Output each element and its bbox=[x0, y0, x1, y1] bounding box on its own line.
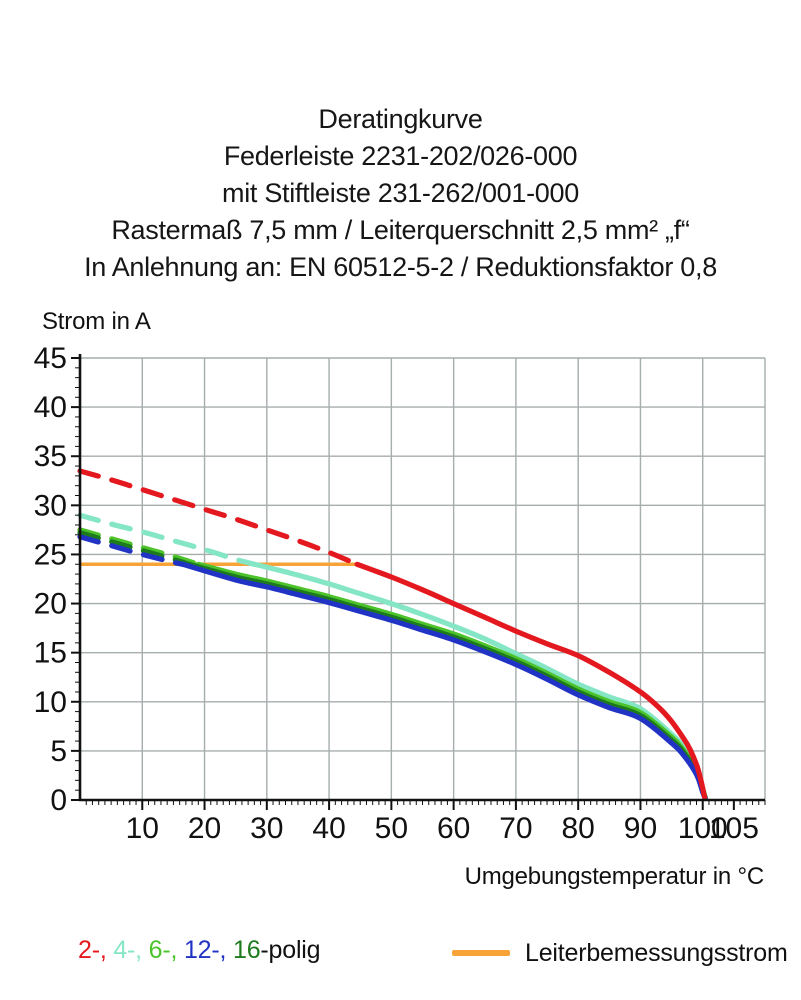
series-16-polig-dashed-curve bbox=[77, 530, 192, 567]
chart-title-block: Deratingkurve Federleiste 2231-202/026-0… bbox=[0, 101, 801, 286]
y-tick-label: 10 bbox=[34, 686, 67, 719]
x-tick-label: 60 bbox=[437, 812, 470, 845]
series-4-polig-dashed-curve bbox=[77, 512, 257, 567]
y-tick-label: 45 bbox=[34, 342, 67, 375]
y-tick-label: 30 bbox=[34, 489, 67, 522]
rated-current-swatch bbox=[452, 950, 510, 956]
legend-poles-segment: 6-, bbox=[141, 936, 178, 964]
y-tick-label: 35 bbox=[34, 440, 67, 473]
x-tick-label: 10 bbox=[126, 812, 159, 845]
y-tick-label: 25 bbox=[34, 538, 67, 571]
legend-poles-segment: -polig bbox=[260, 936, 321, 964]
x-axis-title: Umgebungstemperatur in °C bbox=[464, 863, 765, 890]
y-tick-label: 15 bbox=[34, 637, 67, 670]
title-line-5: In Anlehnung an: EN 60512-5-2 / Reduktio… bbox=[84, 252, 717, 282]
series-6-polig-dashed-curve bbox=[77, 527, 201, 567]
series-12-polig-dashed-curve bbox=[77, 534, 186, 567]
series-2-polig-dashed-curve bbox=[77, 468, 360, 567]
series-12-polig-solid-curve bbox=[180, 561, 708, 802]
x-tick-label: 100 bbox=[678, 812, 728, 845]
legend-poles-segment: 12-, bbox=[177, 936, 227, 964]
rated-current-label: Leiterbemessungsstrom bbox=[525, 938, 788, 967]
legend-poles-segment: 2-, bbox=[78, 936, 107, 964]
y-tick-label: 5 bbox=[50, 735, 67, 768]
y-axis-title: Strom in A bbox=[42, 308, 151, 335]
legend-rated-current: Leiterbemessungsstrom bbox=[452, 936, 788, 970]
title-line-2: Federleiste 2231-202/026-000 bbox=[223, 141, 578, 171]
legend-poles-segment: 16 bbox=[226, 936, 261, 964]
series-6-polig-solid-curve bbox=[195, 561, 708, 801]
title-line-1: Deratingkurve bbox=[318, 104, 483, 134]
series-2-polig-solid-curve bbox=[354, 561, 708, 800]
y-tick-label: 0 bbox=[50, 784, 67, 817]
legend-poles: 2-, 4-, 6-, 12-, 16-polig bbox=[78, 936, 321, 965]
legend-poles-segment: 4-, bbox=[106, 936, 142, 964]
x-tick-label: 20 bbox=[188, 812, 221, 845]
y-tick-label: 20 bbox=[34, 588, 67, 621]
x-tick-label: 70 bbox=[499, 812, 532, 845]
x-tick-label: 80 bbox=[561, 812, 594, 845]
y-tick-label: 40 bbox=[34, 391, 67, 424]
x-tick-label: 40 bbox=[312, 812, 345, 845]
title-line-4: Rastermaß 7,5 mm / Leiterquerschnitt 2,5… bbox=[111, 215, 690, 245]
x-tick-label: 50 bbox=[375, 812, 408, 845]
x-tick-label: 105 bbox=[709, 812, 759, 845]
x-tick-label: 90 bbox=[624, 812, 657, 845]
x-tick-label: 30 bbox=[250, 812, 283, 845]
title-line-3: mit Stiftleiste 231-262/001-000 bbox=[222, 178, 579, 208]
